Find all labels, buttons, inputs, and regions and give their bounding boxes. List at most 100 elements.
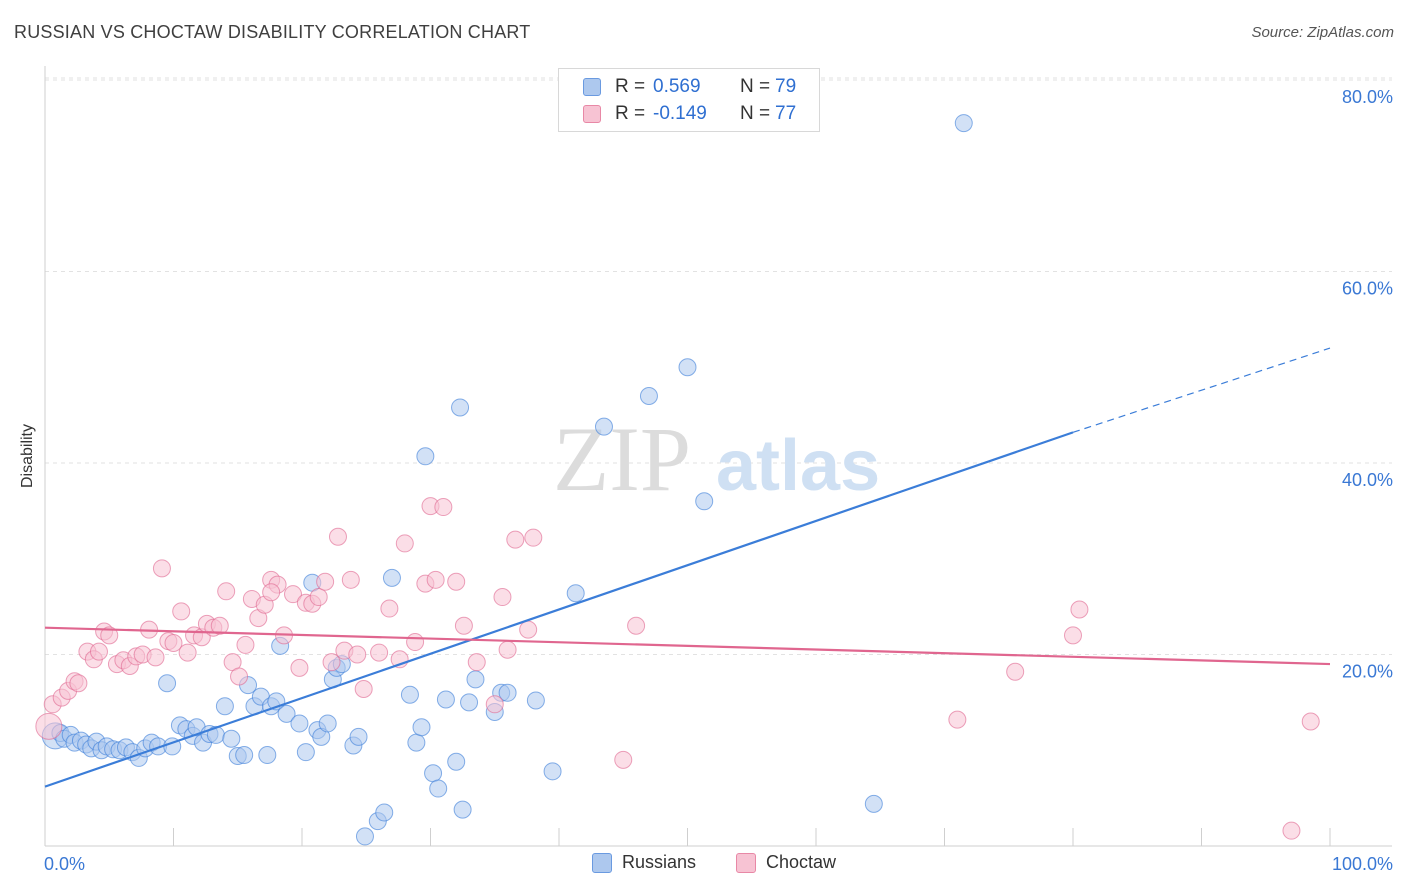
point-russians bbox=[639, 386, 658, 405]
y-tick-label: 60.0% bbox=[1342, 279, 1393, 299]
point-choctaw bbox=[316, 572, 335, 591]
point-russians bbox=[222, 729, 241, 748]
point-russians bbox=[466, 670, 485, 689]
point-russians bbox=[235, 746, 254, 765]
legend-row-russians: R = 0.569 N = 79 bbox=[583, 75, 796, 99]
point-choctaw bbox=[948, 710, 967, 729]
grid-lines bbox=[45, 77, 1392, 655]
point-choctaw bbox=[467, 653, 486, 672]
bottom-legend-russians: Russians bbox=[592, 852, 696, 873]
bottom-legend-swatch-choctaw bbox=[736, 852, 756, 873]
point-russians bbox=[424, 764, 443, 783]
point-russians bbox=[318, 714, 337, 733]
trend-line-russians-extension bbox=[1072, 347, 1331, 433]
x-tick-label-max: 100.0% bbox=[1332, 854, 1393, 874]
legend-swatch-russians bbox=[583, 78, 601, 96]
x-tick-label-min: 0.0% bbox=[44, 854, 85, 874]
point-russians bbox=[429, 779, 448, 798]
point-choctaw bbox=[627, 616, 646, 635]
point-choctaw bbox=[290, 658, 309, 677]
point-russians bbox=[375, 803, 394, 822]
point-russians bbox=[695, 492, 714, 511]
y-tick-label: 80.0% bbox=[1342, 87, 1393, 107]
trend-lines bbox=[44, 347, 1331, 788]
trend-line-russians bbox=[44, 431, 1074, 788]
point-russians bbox=[158, 674, 177, 693]
bottom-legend-swatch-russians bbox=[592, 852, 612, 873]
point-choctaw bbox=[519, 620, 538, 639]
point-russians bbox=[290, 714, 309, 733]
point-choctaw bbox=[454, 616, 473, 635]
bottom-legend-label-choctaw: Choctaw bbox=[766, 852, 837, 872]
point-choctaw bbox=[1064, 626, 1082, 645]
point-russians bbox=[447, 752, 466, 771]
point-russians bbox=[526, 691, 545, 710]
point-choctaw bbox=[506, 530, 525, 549]
legend-n-label: N = bbox=[739, 103, 771, 124]
point-russians bbox=[412, 718, 431, 737]
point-choctaw bbox=[1301, 712, 1320, 731]
point-choctaw bbox=[89, 642, 108, 661]
point-choctaw bbox=[341, 570, 360, 589]
point-russians bbox=[436, 690, 455, 709]
point-choctaw bbox=[447, 572, 466, 591]
point-choctaw bbox=[35, 712, 63, 740]
point-choctaw bbox=[152, 559, 171, 578]
point-choctaw bbox=[1282, 821, 1301, 840]
point-choctaw bbox=[328, 527, 347, 546]
point-choctaw bbox=[524, 528, 543, 547]
point-choctaw bbox=[236, 635, 255, 654]
legend-n-label: N = bbox=[739, 76, 771, 97]
points bbox=[35, 114, 1320, 846]
point-russians bbox=[416, 447, 435, 466]
point-russians bbox=[594, 417, 613, 436]
legend-r-label: R = bbox=[615, 103, 646, 124]
point-choctaw bbox=[426, 570, 445, 589]
point-russians bbox=[349, 727, 368, 746]
point-russians bbox=[498, 683, 517, 702]
point-choctaw bbox=[380, 599, 399, 618]
point-choctaw bbox=[146, 648, 165, 667]
point-choctaw bbox=[614, 750, 633, 769]
trend-line-choctaw bbox=[44, 626, 1331, 666]
legend-r-label: R = bbox=[615, 76, 646, 97]
source-credit: Source: ZipAtlas.com bbox=[1251, 24, 1394, 41]
point-choctaw bbox=[262, 583, 281, 602]
point-choctaw bbox=[230, 667, 249, 686]
bottom-legend-label-russians: Russians bbox=[622, 852, 697, 872]
legend-row-choctaw: R = -0.149 N = 77 bbox=[583, 102, 796, 126]
point-choctaw bbox=[1070, 600, 1089, 619]
point-russians bbox=[954, 114, 973, 133]
point-choctaw bbox=[370, 643, 389, 662]
point-choctaw bbox=[348, 645, 367, 664]
point-russians bbox=[382, 568, 401, 587]
point-choctaw bbox=[406, 633, 425, 652]
point-choctaw bbox=[434, 498, 453, 517]
point-choctaw bbox=[172, 602, 191, 621]
watermark-atlas: atlas bbox=[716, 426, 880, 506]
point-russians bbox=[400, 685, 419, 704]
legend-swatch-choctaw bbox=[583, 105, 601, 123]
legend-n-value: 77 bbox=[775, 103, 797, 124]
point-russians bbox=[277, 704, 296, 723]
point-russians bbox=[678, 358, 697, 377]
point-choctaw bbox=[493, 588, 512, 607]
point-russians bbox=[296, 743, 315, 762]
point-russians bbox=[355, 827, 374, 846]
point-choctaw bbox=[485, 695, 504, 714]
point-russians bbox=[215, 697, 234, 716]
point-choctaw bbox=[395, 534, 414, 553]
point-choctaw bbox=[100, 626, 119, 645]
point-russians bbox=[543, 762, 562, 781]
point-choctaw bbox=[210, 616, 229, 635]
tick-labels: 20.0% 40.0% 60.0% 80.0% 0.0% 100.0% bbox=[44, 87, 1393, 874]
point-choctaw bbox=[309, 588, 328, 607]
point-choctaw bbox=[354, 679, 373, 698]
point-russians bbox=[566, 584, 585, 603]
point-choctaw bbox=[322, 653, 341, 672]
y-tick-label: 20.0% bbox=[1342, 662, 1393, 682]
point-russians bbox=[258, 746, 277, 765]
point-choctaw bbox=[498, 640, 517, 659]
point-choctaw bbox=[164, 634, 183, 653]
